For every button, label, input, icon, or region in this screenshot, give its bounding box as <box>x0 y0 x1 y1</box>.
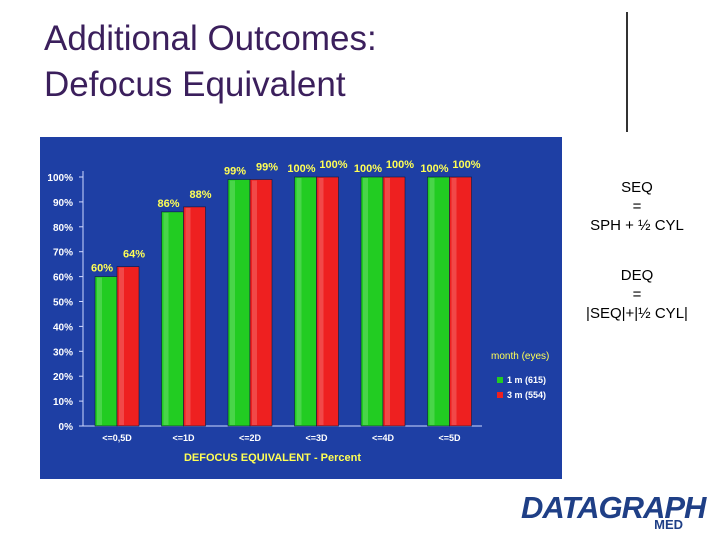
y-tick-label: 40% <box>53 322 73 333</box>
vertical-divider <box>626 12 628 132</box>
bar-3m <box>116 266 140 427</box>
data-label: 100% <box>420 163 448 175</box>
y-tick-label: 60% <box>53 273 73 284</box>
deq-equals: = <box>632 286 642 303</box>
data-label: 99% <box>256 161 278 173</box>
bar-highlight <box>451 178 457 425</box>
y-tick-label: 0% <box>59 422 74 433</box>
deq-definition: |SEQ|+|½ CYL| <box>586 305 688 322</box>
x-axis-title: DEFOCUS EQUIVALENT - Percent <box>184 452 361 464</box>
bar-chart: 0% 10% 20% 30% 40% 50% 60% 70% 80% 90% 100% 60% 64% <… <box>40 137 562 479</box>
slide-title: Additional Outcomes: Defocus Equivalent <box>44 16 377 108</box>
data-label: 88% <box>189 189 211 201</box>
data-label: 100% <box>386 159 414 171</box>
y-tick-label: 20% <box>53 372 73 383</box>
slide-title-line-2: Defocus Equivalent <box>44 65 346 104</box>
x-tick-label: <=5D <box>438 433 461 443</box>
legend-title: month (eyes) <box>491 351 549 362</box>
bar-highlight <box>318 178 324 425</box>
datagraph-med-logo: DATAGRAPH MED <box>521 490 711 534</box>
logo-subtext: MED <box>654 517 683 532</box>
bar-highlight <box>296 178 302 425</box>
y-tick-label: 50% <box>53 298 73 309</box>
y-tick-label: 80% <box>53 223 73 234</box>
bar-highlight <box>185 207 191 425</box>
bar-highlight <box>97 277 102 425</box>
x-tick-label: <=3D <box>305 433 328 443</box>
data-label: 99% <box>224 165 246 177</box>
data-label: 100% <box>354 163 382 175</box>
bar-3m <box>316 176 339 427</box>
data-label: 100% <box>319 159 347 171</box>
x-tick-label: <=1D <box>172 433 195 443</box>
seq-label: SEQ <box>621 179 653 196</box>
y-tick-label: 30% <box>53 347 73 358</box>
data-label: 100% <box>287 163 315 175</box>
bar-3m <box>449 176 472 427</box>
legend-label: 1 m (615) <box>507 375 546 385</box>
y-tick-label: 100% <box>47 173 73 184</box>
bar-3m <box>183 206 206 427</box>
data-label: 86% <box>157 198 179 210</box>
legend-swatch <box>497 377 503 383</box>
data-label: 64% <box>123 249 145 261</box>
chart-container: 0% 10% 20% 30% 40% 50% 60% 70% 80% 90% 100% 60% 64% <… <box>40 137 562 479</box>
x-tick-label: <=2D <box>239 433 262 443</box>
y-tick-label: 10% <box>53 397 73 408</box>
bar-highlight <box>163 212 169 425</box>
deq-label: DEQ <box>620 267 654 284</box>
bar-highlight <box>230 180 235 425</box>
seq-definition: SPH + ½ CYL <box>590 217 684 234</box>
bar-highlight <box>119 267 124 425</box>
seq-equals: = <box>632 198 642 215</box>
x-tick-label: <=4D <box>372 433 395 443</box>
data-label: 60% <box>91 263 113 275</box>
y-tick-label: 70% <box>53 248 73 259</box>
bar-highlight <box>252 180 257 425</box>
bar-3m <box>382 176 406 427</box>
legend-swatch <box>497 392 503 398</box>
logo-wordmark: DATAGRAPH <box>521 490 706 525</box>
slide-title-line-1: Additional Outcomes: <box>44 19 377 58</box>
data-label: 100% <box>452 159 480 171</box>
bar-highlight <box>363 178 368 425</box>
bar-highlight <box>385 178 390 425</box>
y-tick-label: 90% <box>53 198 73 209</box>
deq-formula: DEQ = |SEQ|+|½ CYL| <box>572 266 702 323</box>
legend-label: 3 m (554) <box>507 390 546 400</box>
seq-formula: SEQ = SPH + ½ CYL <box>572 178 702 235</box>
bar-3m <box>249 179 273 427</box>
x-tick-label: <=0,5D <box>102 433 132 443</box>
bar-highlight <box>429 178 435 425</box>
